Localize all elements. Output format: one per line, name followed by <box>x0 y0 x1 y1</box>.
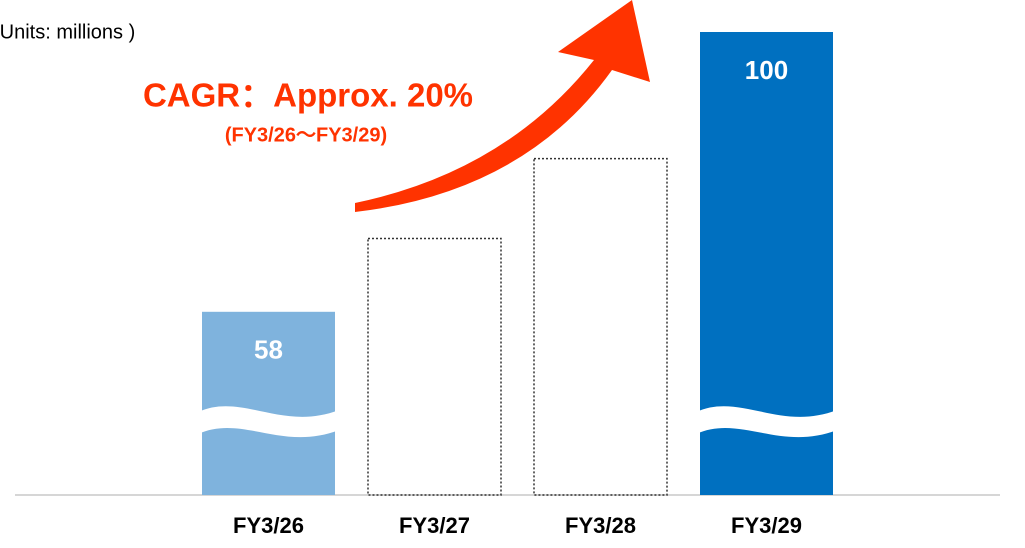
bar <box>367 237 502 496</box>
value-label: 100 <box>745 55 788 85</box>
x-tick-label: FY3/28 <box>565 513 636 538</box>
x-tick-label: FY3/26 <box>233 513 304 538</box>
axis-break <box>696 406 837 438</box>
axis-break <box>198 406 339 438</box>
cagr-annotation: CAGR：Approx. 20% <box>143 77 473 114</box>
bar <box>202 311 335 495</box>
period-annotation: (FY3/26～FY3/29) <box>225 124 387 146</box>
value-label: 58 <box>254 335 283 365</box>
x-tick-label: FY3/27 <box>399 513 470 538</box>
subtitle: (Units: millions ) <box>0 21 135 43</box>
growth-arrow <box>355 0 650 212</box>
bar <box>533 157 668 496</box>
x-tick-label: FY3/29 <box>731 513 802 538</box>
